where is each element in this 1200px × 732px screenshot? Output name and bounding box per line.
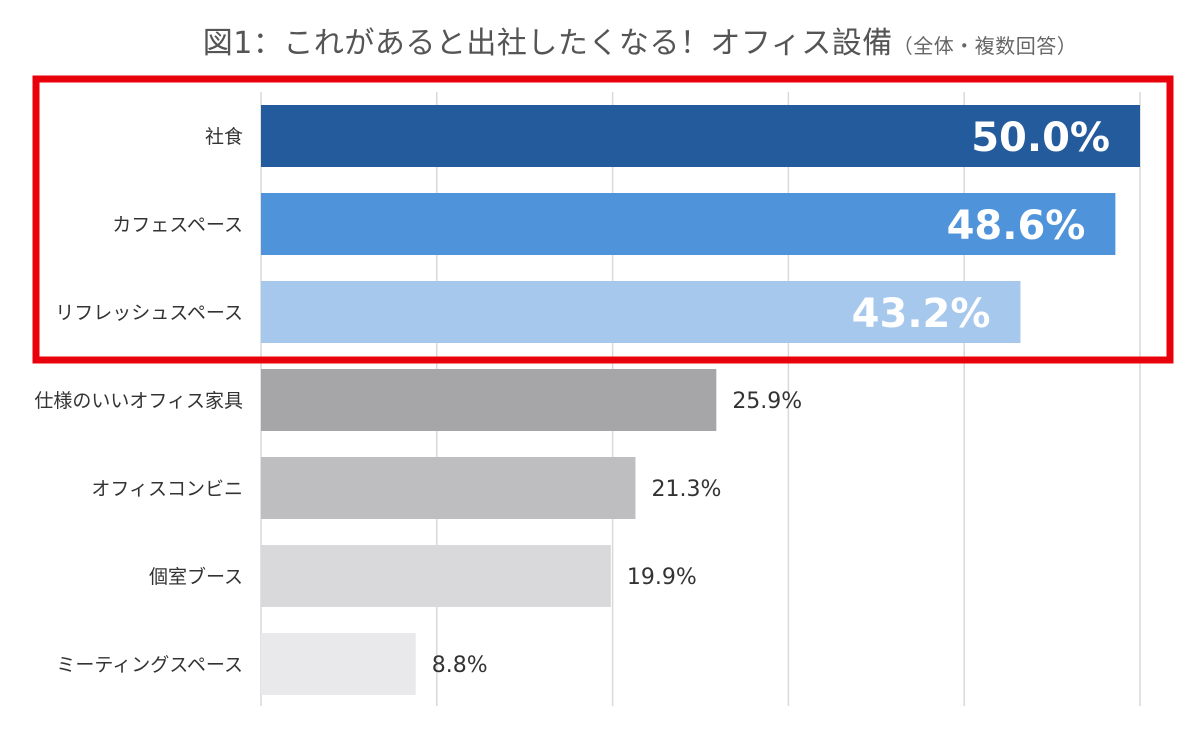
- data-label-4: 21.3%: [651, 477, 721, 502]
- data-label-2: 43.2%: [852, 291, 991, 337]
- bar-1: [261, 193, 1116, 255]
- category-label-3: 仕様のいいオフィス家具: [34, 390, 243, 412]
- bar-0: [261, 105, 1140, 167]
- data-label-0: 50.0%: [971, 115, 1110, 161]
- chart-title: 図1：これがあると出社したくなる！オフィス設備: [202, 26, 893, 61]
- category-label-6: ミーティングスペース: [56, 654, 243, 676]
- chart-title-block: 図1：これがあると出社したくなる！オフィス設備（全体・複数回答）: [0, 18, 1200, 62]
- bar-layer: [261, 105, 1140, 695]
- chart-subtitle: （全体・複数回答）: [892, 34, 1078, 58]
- bar-4: [261, 457, 636, 519]
- label-layer: 社食 50.0% カフェスペース 48.6% リフレッシュスペース 43.2% 仕様のいいオ…: [34, 115, 1110, 678]
- bar-2: [261, 281, 1021, 343]
- category-label-4: オフィスコンビニ: [91, 478, 243, 500]
- bar-3: [261, 369, 717, 431]
- highlight-layer: [32, 75, 1174, 364]
- category-label-5: 個室ブース: [149, 565, 243, 588]
- data-label-6: 8.8%: [432, 653, 488, 678]
- category-label-1: カフェスペース: [112, 214, 243, 236]
- data-label-3: 25.9%: [732, 389, 802, 414]
- data-label-1: 48.6%: [947, 203, 1086, 249]
- bar-6: [261, 633, 416, 695]
- data-label-5: 19.9%: [627, 565, 697, 590]
- highlight-box: [32, 75, 1174, 364]
- category-label-0: 社食: [205, 126, 243, 148]
- bar-5: [261, 545, 611, 607]
- category-label-2: リフレッシュスペース: [55, 302, 243, 324]
